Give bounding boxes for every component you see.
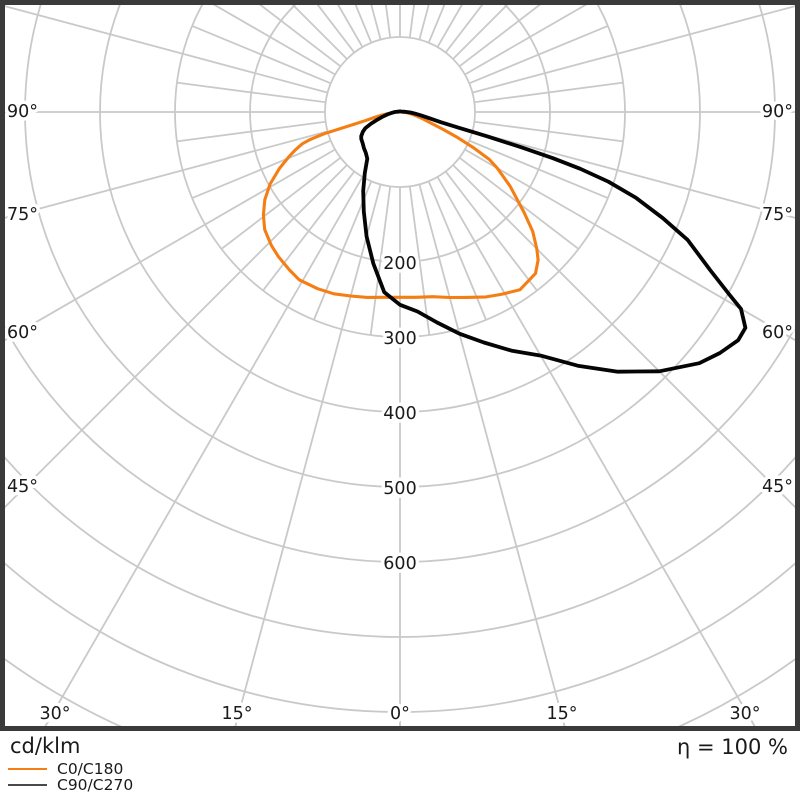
polar-light-distribution-chart: 200 300 400 500 600 90° 75° 60° 45° 90° 75° 60° 45° 3… bbox=[0, 0, 800, 731]
angle-tick-label-right: 90° bbox=[762, 102, 793, 122]
angle-tick-label-bottom: 0° bbox=[390, 704, 410, 724]
polar-grid bbox=[5, 5, 795, 726]
legend-item-c0-c180: C0/C180 bbox=[8, 760, 133, 778]
legend-line-c0-c180 bbox=[8, 768, 47, 770]
angle-tick-label-bottom: 15° bbox=[221, 704, 252, 724]
angle-tick-label-left: 75° bbox=[7, 205, 38, 225]
intensity-curves bbox=[261, 109, 748, 374]
angle-tick-label-right: 60° bbox=[762, 323, 793, 343]
legend-item-c90-c270: C90/C270 bbox=[8, 776, 134, 794]
radial-tick-label: 300 bbox=[383, 329, 416, 349]
radial-tick-label: 400 bbox=[383, 404, 416, 424]
curve-c0-c180 bbox=[261, 109, 540, 300]
angle-tick-label-left: 45° bbox=[7, 477, 38, 497]
legend-label-c0-c180: C0/C180 bbox=[57, 760, 124, 778]
plot-frame bbox=[0, 0, 800, 731]
angle-tick-label-bottom: 30° bbox=[729, 704, 760, 724]
angle-tick-label-bottom: 15° bbox=[546, 704, 577, 724]
radial-tick-label: 500 bbox=[383, 479, 416, 499]
chart-legend: C0/C180 C90/C270 bbox=[8, 760, 134, 794]
light-output-ratio-label: η = 100 % bbox=[677, 735, 788, 759]
angle-tick-label-left: 60° bbox=[7, 323, 38, 343]
angle-tick-label-left: 90° bbox=[7, 102, 38, 122]
legend-label-c90-c270: C90/C270 bbox=[57, 776, 134, 794]
angle-tick-label-right: 45° bbox=[762, 477, 793, 497]
angle-tick-label-bottom: 30° bbox=[39, 704, 70, 724]
angle-tick-label-right: 75° bbox=[762, 205, 793, 225]
grid-labels: 200 300 400 500 600 90° 75° 60° 45° 90° 75° 60° 45° 3… bbox=[4, 99, 797, 728]
radial-tick-label: 200 bbox=[383, 254, 416, 274]
curve-c90-c270 bbox=[359, 109, 748, 374]
radial-tick-label: 600 bbox=[383, 554, 416, 574]
units-label: cd/klm bbox=[10, 734, 81, 758]
grid-rays bbox=[5, 5, 795, 726]
legend-line-c90-c270 bbox=[8, 784, 47, 786]
